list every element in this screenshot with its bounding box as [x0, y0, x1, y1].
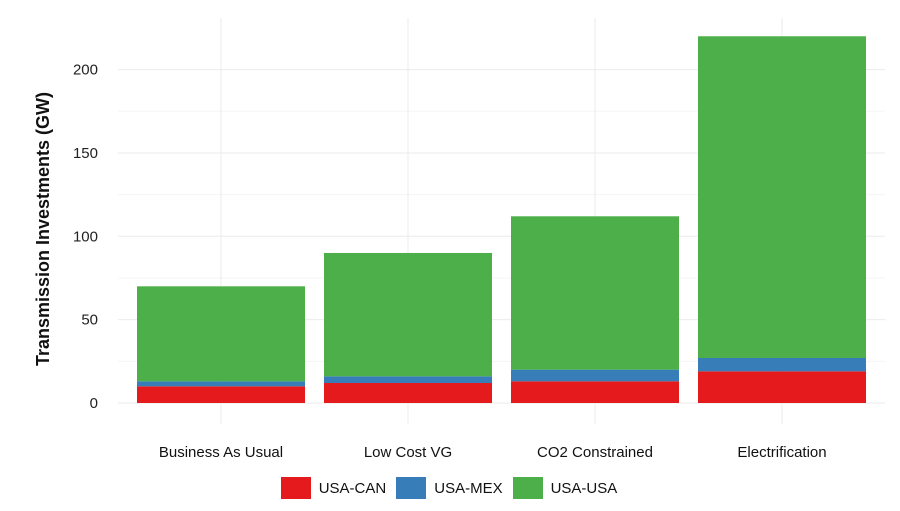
x-axis-ticks: Business As Usual Low Cost VG CO2 Constrai…: [159, 444, 827, 461]
y-tick-label: 0: [90, 395, 98, 412]
y-tick-label: 100: [73, 228, 98, 245]
bar-usa-usa: [324, 252, 492, 377]
y-axis-title: Transmission Investments (GW): [33, 92, 53, 366]
x-tick-label: Electrification: [737, 444, 826, 461]
bar-usa-mex: [324, 376, 492, 383]
legend-swatch: [512, 477, 543, 499]
bar-usa-can: [324, 382, 492, 403]
bar-usa-can: [511, 381, 679, 403]
y-axis-ticks: 0 50 100 150 200: [73, 62, 98, 412]
x-tick-label: Low Cost VG: [364, 444, 452, 461]
bar-usa-can: [698, 371, 866, 403]
bar-usa-can: [137, 386, 305, 403]
x-tick-label: CO2 Constrained: [537, 444, 653, 461]
bar-usa-usa: [698, 36, 866, 358]
stacked-bar-chart: 0 50 100 150 200 Business As Usual Low Cost V…: [33, 18, 885, 461]
y-tick-label: 50: [81, 312, 98, 329]
y-tick-label: 150: [73, 145, 98, 162]
legend-label: USA-MEX: [434, 479, 503, 497]
legend-swatch: [396, 477, 427, 499]
legend-item-usa-can: USA-CAN: [280, 477, 387, 499]
legend-item-usa-mex: USA-MEX: [396, 477, 503, 499]
legend-label: USA-USA: [550, 479, 618, 497]
legend: USA-CAN USA-MEX USA-USA: [0, 477, 900, 499]
y-tick-label: 200: [73, 62, 98, 79]
x-tick-label: Business As Usual: [159, 444, 283, 461]
legend-item-usa-usa: USA-USA: [512, 477, 618, 499]
legend-label: USA-CAN: [318, 479, 387, 497]
bar-usa-mex: [511, 369, 679, 382]
bar-usa-mex: [137, 381, 305, 387]
legend-swatch: [280, 477, 311, 499]
bar-usa-usa: [511, 216, 679, 370]
bars: [137, 36, 866, 403]
bar-usa-mex: [698, 357, 866, 372]
bar-usa-usa: [137, 286, 305, 382]
